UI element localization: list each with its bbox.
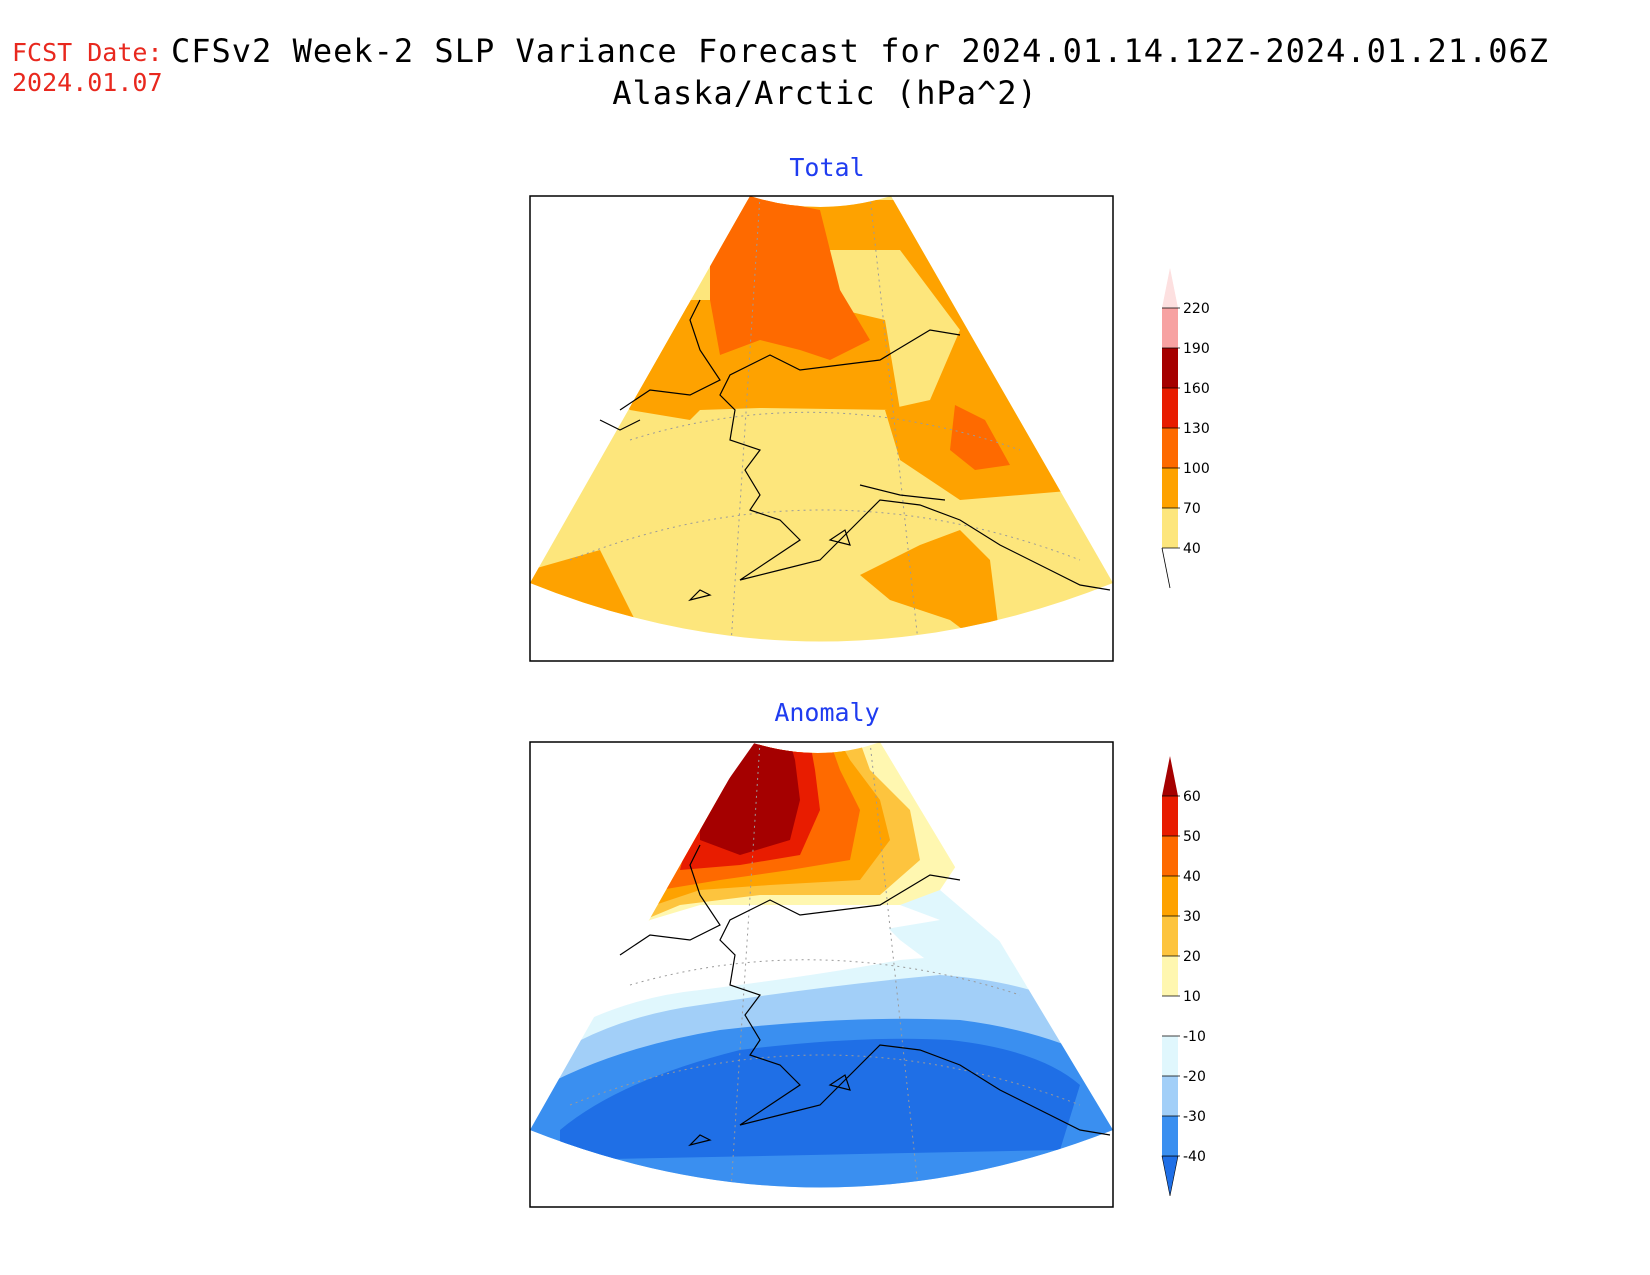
forecast-date-value: 2024.01.07 [12, 68, 163, 97]
anomaly-colorbar-swatch [1162, 996, 1178, 1036]
anomaly-colorbar-swatch [1162, 836, 1178, 876]
total-colorbar-swatch [1162, 468, 1178, 508]
anomaly-map-frame [529, 741, 1114, 1208]
anomaly-colorbar-tick-label: 60 [1183, 789, 1201, 805]
anomaly-graticule [569, 742, 1081, 1188]
anomaly-map-panel: -40 -30 -20 -10 10 20 30 40 50 60 [529, 741, 1206, 1208]
total-graticule [569, 196, 1081, 642]
total-colorbar-tick-label: 220 [1183, 301, 1210, 317]
total-colorbar-tick-label: 40 [1183, 541, 1201, 557]
anomaly-colorbar-tick-label: -30 [1183, 1109, 1206, 1125]
anomaly-colorbar-swatch [1162, 956, 1178, 996]
total-fill-70-100-southeast [860, 530, 1000, 642]
anomaly-colorbar-tick-label: 40 [1183, 869, 1201, 885]
total-coastlines [599, 299, 1111, 602]
anomaly-colorbar-tick-label: -40 [1183, 1149, 1206, 1165]
total-fill-100-130-north [710, 196, 870, 360]
anomaly-fill-minus40 [560, 1038, 1080, 1160]
total-colorbar-swatch [1162, 388, 1178, 428]
anomaly-colorbar-swatch [1162, 916, 1178, 956]
forecast-date-block: FCST Date: 2024.01.07 [12, 38, 163, 98]
total-map-frame [529, 195, 1114, 662]
total-colorbar-tick-label: 160 [1183, 381, 1210, 397]
map-title: CFSv2 Week-2 SLP Variance Forecast for 2… [170, 32, 1550, 70]
total-panel-title: Total [789, 153, 865, 182]
anomaly-fill-above-60 [700, 742, 800, 855]
total-colorbar-swatch [1162, 428, 1178, 468]
total-colorbar-swatch [1162, 308, 1178, 348]
anomaly-colorbar-swatch [1162, 796, 1178, 836]
total-colorbar-tick-label: 70 [1183, 501, 1201, 517]
anomaly-colorbar-swatch [1162, 1116, 1178, 1156]
anomaly-colorbar-tick-label: 50 [1183, 829, 1201, 845]
anomaly-colorbar-under-arrow [1161, 1155, 1179, 1197]
anomaly-colorbar-tick-label: -20 [1183, 1069, 1206, 1085]
total-colorbar-tick-label: 130 [1183, 421, 1210, 437]
anomaly-colorbar-over-arrow [1162, 756, 1178, 796]
anomaly-contour-fill [530, 742, 1113, 1188]
total-colorbar-swatch [1162, 508, 1178, 548]
total-colorbar-tick-label: 100 [1183, 461, 1210, 477]
total-colorbar-swatch [1162, 348, 1178, 388]
total-colorbar-tick-label: 190 [1183, 341, 1210, 357]
anomaly-colorbar-tick-label: -10 [1183, 1029, 1206, 1045]
anomaly-colorbar-swatch [1162, 1036, 1178, 1076]
anomaly-colorbar: -40 -30 -20 -10 10 20 30 40 50 60 [1161, 756, 1206, 1197]
anomaly-coastlines [619, 844, 1111, 1147]
anomaly-colorbar-tick-label: 10 [1183, 989, 1201, 1005]
total-colorbar-under-arrow [1161, 547, 1171, 589]
map-subtitle: Alaska/Arctic (hPa^2) [612, 74, 1038, 112]
total-colorbar-over-arrow [1162, 268, 1178, 308]
total-map-panel: 40 70 100 130 160 190 220 [529, 195, 1210, 662]
anomaly-colorbar-swatch [1162, 1076, 1178, 1116]
total-contour-fill [530, 196, 1113, 642]
anomaly-colorbar-tick-label: 20 [1183, 949, 1201, 965]
forecast-date-label: FCST Date: [12, 38, 163, 67]
anomaly-fill-neutral-band [620, 905, 940, 990]
anomaly-colorbar-swatch [1162, 876, 1178, 916]
total-colorbar: 40 70 100 130 160 190 220 [1161, 268, 1210, 589]
anomaly-colorbar-tick-label: 30 [1183, 909, 1201, 925]
anomaly-panel-title: Anomaly [774, 698, 880, 727]
